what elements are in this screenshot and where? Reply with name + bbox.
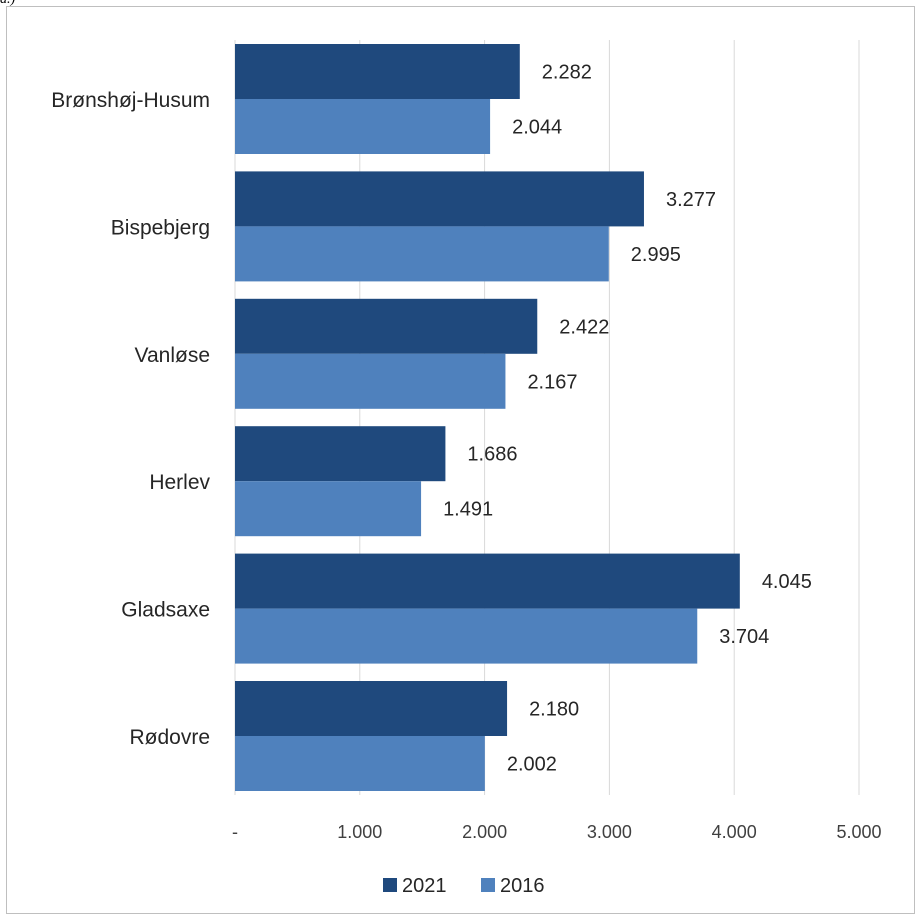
legend-label: 2016	[500, 875, 545, 897]
category-label: Gladsaxe	[121, 599, 210, 622]
category-label: Brønshøj-Husum	[51, 89, 210, 112]
x-tick-label: -	[232, 822, 238, 842]
top-text-fragment: a.)	[0, 0, 15, 8]
legend-swatch-2016	[481, 878, 495, 892]
data-label: 4.045	[762, 571, 812, 593]
bar-2016	[235, 99, 491, 154]
category-label: Herlev	[149, 471, 210, 494]
data-label: 2.167	[527, 371, 577, 393]
bar-2021	[235, 553, 740, 609]
data-label: 2.002	[507, 754, 557, 776]
x-tick-label: 2.000	[462, 822, 507, 842]
data-label: 2.044	[512, 117, 562, 139]
x-tick-label: 1.000	[337, 822, 382, 842]
bar-2021	[235, 44, 520, 99]
bar-2016	[235, 353, 506, 409]
data-label: 3.277	[666, 189, 716, 211]
bar-2016	[235, 481, 422, 537]
bar-2021	[235, 681, 508, 736]
data-label: 2.180	[529, 699, 579, 721]
data-label: 3.704	[719, 626, 769, 648]
category-label: Bispebjerg	[111, 216, 210, 239]
data-label: 1.491	[443, 499, 493, 521]
x-tick-label: 4.000	[712, 822, 757, 842]
x-tick-label: 5.000	[836, 822, 881, 842]
bar-2021	[235, 426, 446, 482]
bar-2021	[235, 298, 538, 354]
bar-2021	[235, 171, 644, 227]
bar-2016	[235, 226, 609, 282]
data-label: 2.422	[559, 316, 609, 338]
bar-2016	[235, 608, 698, 664]
legend-label: 2021	[402, 875, 447, 897]
bar-2016	[235, 736, 485, 791]
data-label: 2.282	[542, 62, 592, 84]
data-label: 1.686	[467, 444, 517, 466]
data-label: 2.995	[631, 244, 681, 266]
x-tick-label: 3.000	[587, 822, 632, 842]
legend-swatch-2021	[383, 878, 397, 892]
category-label: Rødovre	[129, 726, 210, 749]
category-label: Vanløse	[135, 344, 210, 367]
